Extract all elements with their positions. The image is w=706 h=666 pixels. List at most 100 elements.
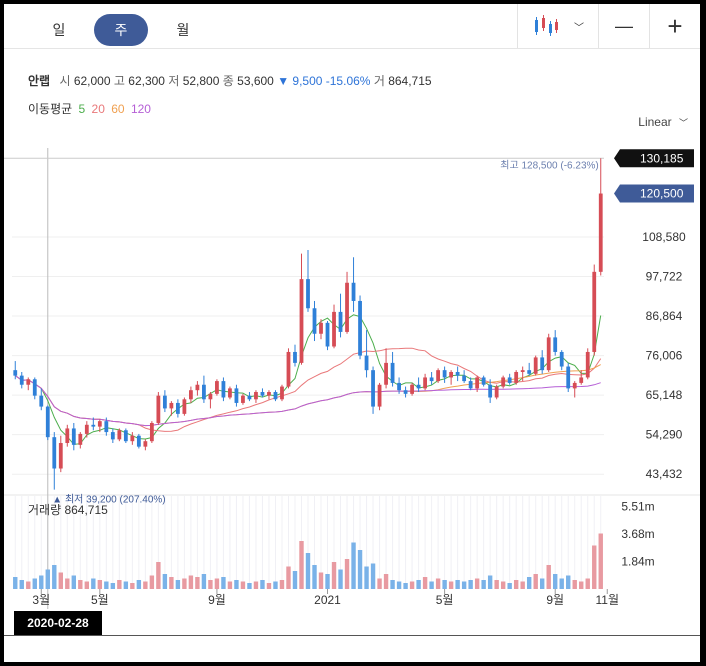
candle-body xyxy=(527,370,532,374)
candle-body xyxy=(123,430,128,442)
candle-body xyxy=(390,362,395,383)
chart-type-button[interactable]: ﹀ xyxy=(517,4,598,48)
candle-body xyxy=(475,377,480,389)
stock-info: 안랩 시 62,000 고 62,300 저 52,800 종 53,600 ▼… xyxy=(28,72,432,89)
candle-body xyxy=(520,370,525,372)
candle-body xyxy=(215,381,219,394)
candle-body xyxy=(189,390,193,400)
volume-bar xyxy=(305,553,311,589)
volume-bar xyxy=(325,574,330,589)
ma20-line xyxy=(15,347,602,432)
volume-bar xyxy=(149,575,155,589)
price-chart[interactable]: 43,432 54,290 65,148 76,006 86,864 97,722 108,… xyxy=(4,4,700,662)
volume-bar xyxy=(351,542,356,589)
volume-bar xyxy=(487,575,493,589)
volume-bar xyxy=(318,572,324,589)
volume-bar xyxy=(201,574,207,589)
candle-body xyxy=(507,377,512,383)
candle-body xyxy=(156,395,161,423)
chart-toolbar: ﹀ — + xyxy=(517,4,700,48)
volume-bar xyxy=(592,545,597,589)
zoom-out-button[interactable]: — xyxy=(598,4,649,48)
x-axis-label: 5월 xyxy=(436,593,454,607)
candle-body xyxy=(332,311,336,347)
volume-bar xyxy=(65,578,70,589)
candle-body xyxy=(494,386,499,398)
candle-body xyxy=(585,351,590,378)
volume-bar xyxy=(52,565,57,589)
scale-dropdown[interactable]: Linear ﹀ xyxy=(638,115,688,129)
volume-bar xyxy=(260,580,265,589)
candle-body xyxy=(397,382,401,391)
volume-value: 864,715 xyxy=(388,74,432,88)
open-value: 62,000 xyxy=(73,74,111,88)
volume-bar xyxy=(403,583,408,589)
candle-body xyxy=(149,422,154,442)
volume-tick-label: 5.51m xyxy=(621,499,654,513)
candle-body xyxy=(377,384,382,407)
candle-body xyxy=(241,395,245,403)
close-value: 53,600 xyxy=(237,74,274,88)
candle-body xyxy=(273,392,278,400)
candle-body xyxy=(514,371,519,383)
volume-label: 거 xyxy=(373,74,385,88)
candle-body xyxy=(312,308,317,334)
candle-body xyxy=(32,379,37,396)
candle-body xyxy=(338,311,343,332)
candle-body xyxy=(371,370,375,407)
volume-bar xyxy=(188,575,194,589)
volume-bar xyxy=(429,581,434,589)
candle-body xyxy=(319,322,323,334)
volume-bar xyxy=(71,575,77,589)
volume-bar xyxy=(182,578,187,589)
candle-body xyxy=(345,282,349,332)
zoom-in-button[interactable]: + xyxy=(649,4,700,48)
x-axis-label: 3월 xyxy=(32,593,50,607)
current-price-box xyxy=(614,184,694,203)
tab-weekly[interactable]: 주 xyxy=(94,14,148,46)
volume-bar xyxy=(461,581,467,589)
price-tick-label: 86,864 xyxy=(646,309,683,323)
candle-body xyxy=(104,421,109,433)
volume-bar xyxy=(247,583,252,589)
ma5-label: 5 xyxy=(78,102,86,116)
volume-bar xyxy=(240,581,246,589)
volume-bar xyxy=(253,581,259,589)
stock-name: 안랩 xyxy=(28,74,51,88)
volume-bar xyxy=(104,581,109,589)
tab-daily[interactable]: 일 xyxy=(52,22,66,38)
candle-body xyxy=(540,357,545,371)
volume-bar xyxy=(513,580,519,589)
volume-bar xyxy=(279,580,285,589)
volume-title: 거래량 864,715 xyxy=(28,503,108,517)
price-tick-label: 43,432 xyxy=(646,467,683,481)
candle-body xyxy=(481,377,486,385)
candle-body xyxy=(306,279,310,309)
candle-body xyxy=(533,357,538,374)
candle-body xyxy=(280,386,284,400)
volume-bar xyxy=(143,581,148,589)
candle-body xyxy=(462,375,467,382)
volume-bar xyxy=(409,581,415,589)
tab-monthly[interactable]: 월 xyxy=(176,22,190,38)
candle-body xyxy=(592,271,597,352)
candle-body xyxy=(228,388,232,398)
candle-body xyxy=(234,388,239,403)
candlestick-icon xyxy=(535,15,558,36)
volume-bar xyxy=(539,578,545,589)
candle-body xyxy=(26,379,31,385)
change-value: ▼ 9,500 -15.06% xyxy=(277,74,371,88)
volume-bar xyxy=(195,577,200,589)
candle-body xyxy=(488,384,493,398)
volume-bar xyxy=(45,569,50,589)
price-tick-label: 65,148 xyxy=(646,388,683,402)
volume-bar xyxy=(364,566,369,589)
volume-bar xyxy=(526,577,532,589)
ma120-line xyxy=(15,375,601,427)
candle-body xyxy=(429,377,434,382)
candle-body xyxy=(195,384,200,391)
volume-bar xyxy=(338,569,343,589)
volume-bar xyxy=(559,578,564,589)
candle-body xyxy=(39,395,44,407)
volume-tick-label: 3.68m xyxy=(621,527,654,541)
